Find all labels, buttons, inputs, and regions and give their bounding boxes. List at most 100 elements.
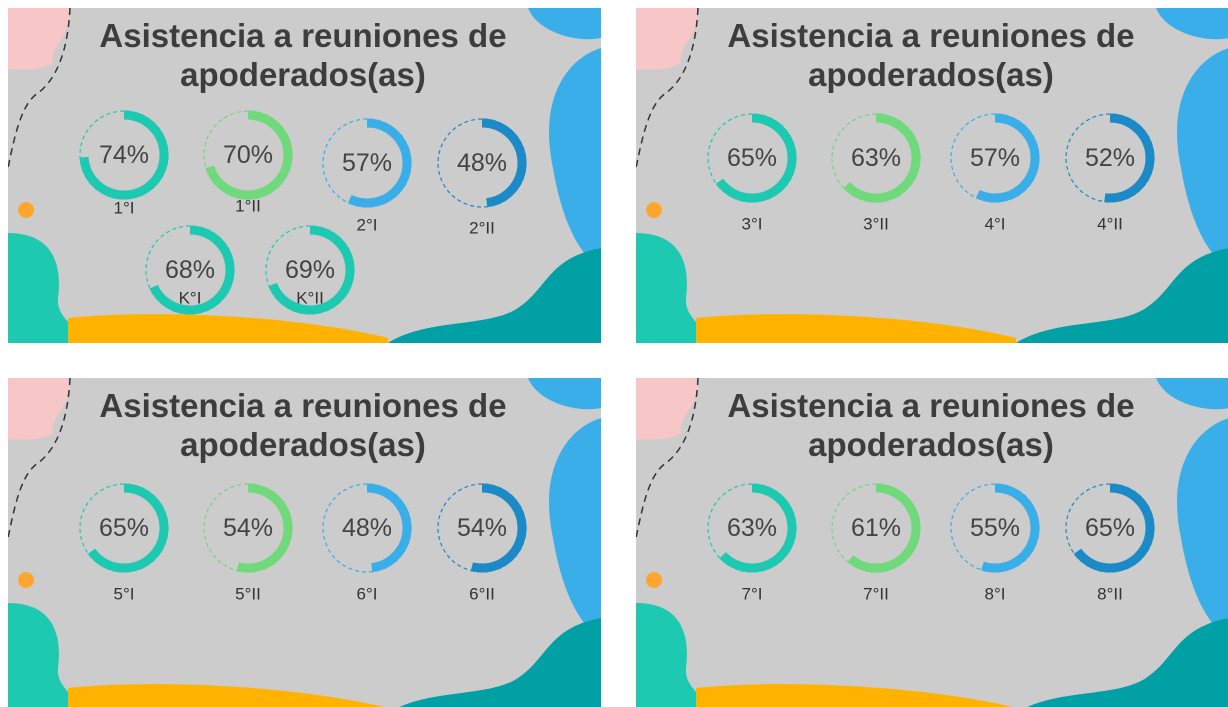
slide-title: Asistencia a reuniones de apoderados(as) — [99, 387, 507, 463]
gauge-arc — [79, 483, 169, 573]
gauge-value: 65% — [99, 514, 149, 542]
blob-pink — [8, 378, 71, 440]
blob-yellow — [68, 314, 388, 343]
slide-title: Asistencia a reuniones de apoderados(as) — [99, 17, 507, 93]
gauge-arc — [437, 483, 527, 573]
blob-pink — [636, 378, 699, 440]
blob-blue-top — [528, 8, 601, 40]
gauge-label: 1°II — [235, 197, 261, 216]
gauge-arc — [265, 225, 355, 315]
blob-teal-left — [8, 233, 88, 343]
gauge-arc — [437, 118, 527, 208]
gauge-arc — [950, 483, 1040, 573]
blob-blue-right — [549, 48, 601, 268]
gauge-label: 7°II — [863, 585, 889, 604]
blob-pink — [8, 8, 71, 70]
blob-blue-top — [528, 378, 601, 410]
slide-bg — [8, 378, 601, 707]
gauge-label: 5°I — [114, 585, 135, 604]
gauge-arc — [322, 483, 412, 573]
blob-blue-right — [1177, 48, 1228, 268]
gauge-label: 4°I — [985, 215, 1006, 234]
gauge-value: 63% — [727, 514, 777, 542]
blob-yellow — [696, 314, 1016, 343]
gauge-label: 8°I — [985, 585, 1006, 604]
title-box: Asistencia a reuniones de apoderados(as) — [727, 387, 1135, 463]
blob-yellow — [68, 684, 384, 707]
slide-background — [636, 378, 1228, 707]
gauge-value: 68% — [165, 256, 215, 284]
blob-teal-left — [8, 603, 84, 707]
gauge-arc — [831, 483, 921, 573]
title-box: Asistencia a reuniones de apoderados(as) — [99, 387, 507, 463]
gauge-arc — [831, 113, 921, 203]
blob-yellow — [696, 684, 1012, 707]
dot-orange — [18, 572, 34, 588]
gauge-value: 55% — [970, 514, 1020, 542]
slide-background — [8, 378, 601, 707]
blob-blue-right — [549, 418, 601, 638]
blob-teal-left — [636, 233, 716, 343]
gauge-arc — [322, 118, 412, 208]
gauge-value: 63% — [851, 144, 901, 172]
blob-blue-top — [1156, 8, 1228, 40]
gauge-arc — [203, 110, 293, 200]
slide-title: Asistencia a reuniones de apoderados(as) — [727, 17, 1135, 93]
gauge-label: 3°I — [742, 215, 763, 234]
gauge-value: 54% — [223, 514, 273, 542]
blob-teal-right — [388, 248, 601, 343]
blob-teal-right — [1027, 618, 1228, 707]
gauge-label: 1°I — [114, 199, 135, 218]
gauge-label: 4°II — [1097, 215, 1123, 234]
gauge-arc — [1065, 483, 1155, 573]
slide-bg — [8, 8, 601, 343]
title-box: Asistencia a reuniones de apoderados(as) — [727, 17, 1135, 93]
blob-teal-right — [399, 618, 601, 707]
blob-blue-right — [1177, 418, 1228, 638]
gauge-value: 74% — [99, 141, 149, 169]
gauge-label: K°I — [179, 289, 202, 308]
slide-background — [636, 8, 1228, 343]
gauge-arc — [79, 110, 169, 200]
gauge-label: 2°II — [469, 219, 495, 238]
gauge-value: 54% — [457, 514, 507, 542]
gauge-arc — [707, 483, 797, 573]
dot-orange — [18, 202, 34, 218]
blob-teal-right — [1016, 248, 1228, 343]
slide: Asistencia a reuniones de apoderados(as)… — [636, 378, 1228, 707]
slide-title: Asistencia a reuniones de apoderados(as) — [727, 387, 1135, 463]
slide-bg — [636, 8, 1228, 343]
gauge-arc — [950, 113, 1040, 203]
gauge-arc — [1065, 113, 1155, 203]
dot-orange — [646, 572, 662, 588]
gauge-label: 3°II — [863, 215, 889, 234]
blob-teal-left — [636, 603, 712, 707]
gauge-label: 2°I — [357, 216, 378, 235]
slide: Asistencia a reuniones de apoderados(as)… — [8, 378, 601, 707]
slide: Asistencia a reuniones de apoderados(as)… — [636, 8, 1228, 343]
gauge-label: 7°I — [742, 585, 763, 604]
gauge-label: 6°I — [357, 585, 378, 604]
gauge-value: 65% — [727, 144, 777, 172]
title-box: Asistencia a reuniones de apoderados(as) — [99, 17, 507, 93]
gauge-value: 48% — [457, 149, 507, 177]
slide-bg — [636, 378, 1228, 707]
gauge-value: 65% — [1085, 514, 1135, 542]
gauge-value: 52% — [1085, 144, 1135, 172]
blob-pink — [636, 8, 699, 70]
gauge-value: 69% — [285, 256, 335, 284]
gauge-arc — [203, 483, 293, 573]
gauge-label: K°II — [296, 289, 324, 308]
gauge-value: 70% — [223, 141, 273, 169]
gauge-value: 57% — [342, 149, 392, 177]
gauge-arc — [707, 113, 797, 203]
gauge-arc — [145, 225, 235, 315]
gauge-label: 5°II — [235, 585, 261, 604]
blob-blue-top — [1156, 378, 1228, 410]
slide: Asistencia a reuniones de apoderados(as)… — [8, 8, 601, 343]
gauge-label: 6°II — [469, 585, 495, 604]
gauge-value: 61% — [851, 514, 901, 542]
slide-background — [8, 8, 601, 343]
dot-orange — [646, 202, 662, 218]
